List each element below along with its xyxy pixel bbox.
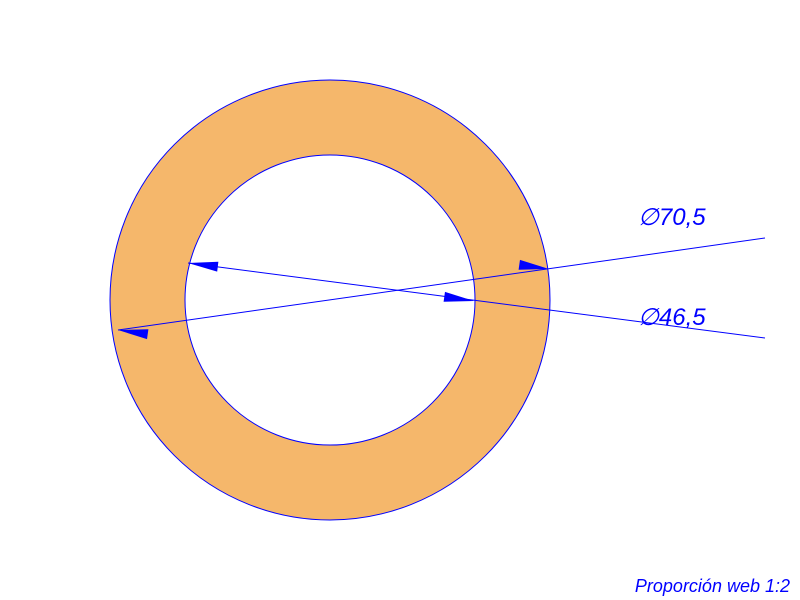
dim-label-outer: ∅70,5	[638, 204, 706, 231]
arrowhead-icon	[188, 262, 218, 272]
dim-label-inner: ∅46,5	[638, 304, 706, 331]
arrowhead-icon	[444, 292, 474, 302]
diagram-canvas: ∅70,5 ∅46,5 Proporción web 1:2	[0, 0, 800, 600]
scale-footer: Proporción web 1:2	[635, 576, 790, 596]
